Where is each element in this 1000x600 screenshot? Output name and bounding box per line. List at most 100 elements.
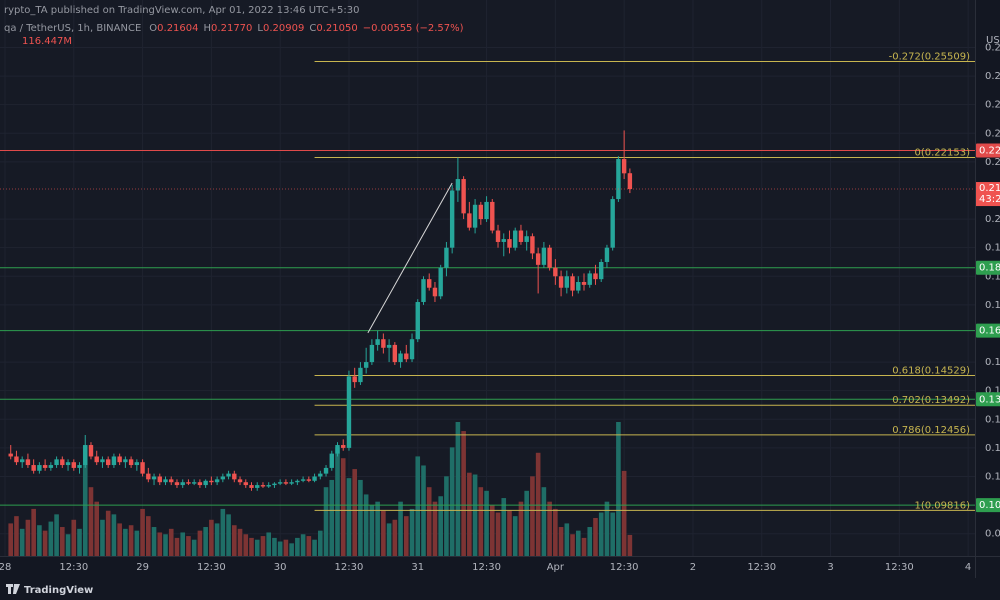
candle-body [553, 267, 558, 277]
volume-bar [363, 494, 369, 556]
volume-bar [581, 537, 587, 556]
volume-bar [386, 523, 392, 556]
candle-body [587, 273, 592, 285]
candle-body [386, 344, 392, 348]
volume-legend: 116.447M [22, 36, 72, 47]
candle-body [341, 445, 346, 448]
candle-body [604, 247, 610, 262]
candle-body [249, 485, 254, 488]
volume-bar [340, 458, 346, 556]
x-tick-label: 12:30 [472, 562, 501, 573]
plot-area [0, 0, 975, 556]
y-tick-label: 0.220 [985, 157, 1000, 168]
candle-body [438, 267, 443, 297]
legend-key: O [149, 23, 157, 34]
candle-body [140, 462, 145, 474]
volume-bar [8, 523, 14, 556]
candle-body [71, 462, 76, 468]
volume-bar [369, 505, 375, 556]
volume-bar [518, 501, 524, 556]
x-tick-label: 2 [690, 562, 696, 573]
candle-body [369, 344, 375, 363]
volume-bar [524, 490, 529, 556]
level-label-box [976, 260, 1000, 275]
volume-bar [31, 508, 36, 556]
candle-body [449, 190, 455, 248]
trendline [367, 182, 453, 334]
candle-body [576, 282, 581, 291]
symbol-legend: qa / TetherUS, 1h, BINANCE O0.21604 H0.217… [4, 23, 464, 34]
candle-body [174, 482, 180, 486]
fib-label: 0.702(0.13492) [892, 395, 970, 406]
candle-body [593, 273, 598, 280]
volume-bar [323, 487, 329, 556]
y-tick-label: 0.190 [985, 243, 1000, 254]
candle-body [191, 482, 197, 484]
volume-bar [111, 514, 117, 556]
volume-bar [575, 530, 581, 556]
y-tick-label: 0.090 [985, 529, 1000, 540]
volume-bar [553, 508, 558, 556]
y-tick-label: 0.260 [985, 42, 1000, 53]
volume-bar [409, 508, 415, 556]
x-tick-label: 12:30 [59, 562, 88, 573]
volume-bar [432, 501, 438, 556]
volume-bar [117, 523, 122, 556]
symbol: qa / TetherUS, 1h, BINANCE [4, 23, 141, 34]
volume-bar [587, 527, 593, 556]
candle-body [513, 230, 518, 248]
volume-bar [467, 472, 472, 556]
candle-body [398, 353, 403, 363]
volume-bar [60, 527, 65, 556]
candle-body [88, 445, 94, 457]
candle-body [283, 482, 289, 484]
volume-bar [82, 445, 88, 556]
candle-body [31, 465, 36, 471]
candle-body [524, 236, 529, 242]
candle-body [48, 465, 54, 468]
x-tick-label: 3 [827, 562, 833, 573]
volume-bar [616, 422, 621, 556]
x-tick-label: 12:30 [610, 562, 639, 573]
candle-body [564, 276, 570, 288]
volume-bar [455, 422, 461, 556]
legend-key: H [204, 23, 212, 34]
candle-body [128, 459, 134, 466]
candle-body [42, 465, 48, 468]
legend-value: 0.20909 [263, 23, 304, 34]
published: rypto_TA published on TradingView.com, A… [4, 5, 359, 16]
candle-body [94, 456, 99, 463]
volume-bar [449, 447, 455, 556]
candle-body [226, 473, 231, 477]
candle-body [570, 276, 575, 291]
volume-bar [197, 530, 203, 556]
candle-body [507, 239, 512, 248]
legend-value: 0.21604 [157, 23, 198, 34]
volume-bar [438, 496, 443, 556]
candle-body [495, 230, 501, 242]
volume-bar [277, 541, 283, 556]
volume-bar [489, 505, 495, 556]
candle-body [277, 482, 283, 484]
fib-label: -0.272(0.25509) [889, 52, 970, 63]
volume-bar [283, 539, 289, 556]
countdown: 43:27 [979, 194, 1000, 205]
volume-bar [163, 534, 168, 556]
candle-body [518, 230, 524, 242]
volume-bar [105, 510, 111, 556]
volume-bar [157, 532, 163, 556]
x-tick-label: 28 [0, 562, 11, 573]
volume-bar [300, 534, 306, 556]
candle-body [358, 367, 363, 383]
y-tick-label: 0.200 [985, 214, 1000, 225]
candle-body [599, 261, 604, 280]
candle-body [415, 302, 420, 340]
volume-bar [180, 532, 186, 556]
legend-value: 0.21050 [316, 23, 357, 34]
volume-bar [214, 523, 220, 556]
candle-body [232, 473, 237, 480]
y-tick-label: 0.180 [985, 271, 1000, 282]
axes: 0.260 0.250 0.240 0.230 0.220 0.200 0.190 0.180… [0, 42, 1000, 573]
level-label-box [976, 498, 1000, 513]
volume-bar [295, 537, 300, 556]
